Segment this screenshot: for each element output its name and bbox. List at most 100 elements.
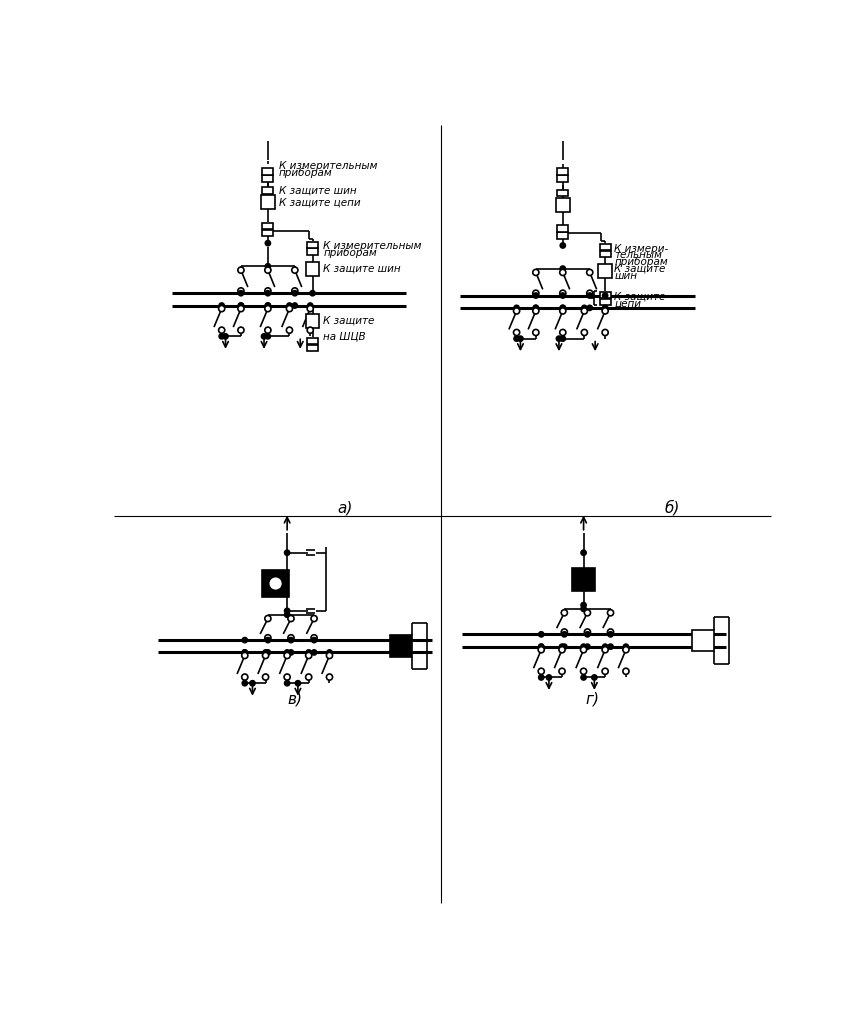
Bar [306,314,319,328]
Bar [307,249,318,255]
Circle shape [587,305,592,311]
Circle shape [562,632,567,637]
Circle shape [562,644,567,649]
Text: К защите шин: К защите шин [324,264,401,273]
Circle shape [623,644,628,649]
Text: К измерительным: К измерительным [324,242,422,252]
Bar [557,190,568,196]
Circle shape [581,675,586,680]
Text: К измери-: К измери- [614,244,669,254]
Bar [307,242,318,248]
Circle shape [560,243,565,249]
Circle shape [532,308,539,314]
Circle shape [292,267,298,273]
Bar [572,569,595,591]
Circle shape [288,615,294,622]
Circle shape [587,292,592,299]
Circle shape [587,290,593,297]
Circle shape [585,644,590,649]
Circle shape [602,644,608,649]
Bar [262,570,289,597]
Circle shape [288,635,294,641]
Circle shape [285,681,290,686]
Circle shape [243,681,248,686]
Circle shape [265,635,271,641]
Circle shape [546,675,551,680]
Circle shape [581,647,587,653]
Bar [307,344,318,351]
Bar [692,630,714,651]
Circle shape [265,650,271,655]
Circle shape [559,644,564,649]
Circle shape [584,629,590,635]
Circle shape [608,629,614,635]
Circle shape [560,336,565,341]
Circle shape [581,668,587,675]
Circle shape [518,336,523,341]
Circle shape [265,303,271,308]
Circle shape [608,609,614,615]
Circle shape [306,650,312,655]
Text: приборам: приборам [279,168,332,178]
Circle shape [238,303,243,308]
Circle shape [287,327,293,333]
Circle shape [592,675,597,680]
Circle shape [307,327,313,333]
Bar [262,187,274,194]
Circle shape [559,647,565,653]
Bar [600,244,610,250]
Circle shape [539,675,544,680]
Circle shape [307,306,313,312]
Circle shape [242,674,248,680]
Text: приборам: приборам [324,249,377,258]
Text: шин: шин [614,271,638,281]
Circle shape [608,644,614,649]
Circle shape [265,638,271,643]
Circle shape [513,336,520,341]
Circle shape [270,578,281,589]
Text: К защите: К защите [614,264,665,273]
Circle shape [312,650,317,655]
Text: К защите цепи: К защите цепи [279,198,360,207]
Circle shape [623,647,629,653]
Circle shape [602,329,608,335]
Circle shape [262,652,268,658]
Circle shape [561,629,567,635]
Circle shape [602,668,608,675]
Bar [600,299,610,305]
Circle shape [288,638,293,643]
Circle shape [285,608,290,613]
Bar [600,291,610,298]
Circle shape [287,303,293,308]
Circle shape [584,609,590,615]
Text: К защите: К защите [614,291,665,302]
Circle shape [288,650,293,655]
Text: цепи: цепи [614,299,641,309]
Circle shape [243,638,248,643]
Circle shape [560,308,566,314]
Circle shape [285,612,290,618]
Bar [390,636,412,657]
Circle shape [293,290,298,296]
Circle shape [218,306,224,312]
Text: а): а) [337,500,353,516]
Circle shape [285,550,290,555]
Bar [306,262,319,275]
Circle shape [582,308,588,314]
Text: б): б) [665,500,680,516]
Circle shape [581,644,586,649]
Circle shape [311,615,318,622]
Bar [262,168,274,174]
Circle shape [238,327,244,333]
Circle shape [306,652,312,658]
Bar [557,225,568,231]
Circle shape [533,305,539,311]
Circle shape [602,647,608,653]
Circle shape [265,240,271,246]
Circle shape [581,602,586,607]
Circle shape [265,306,271,312]
Circle shape [242,652,248,658]
Circle shape [310,290,315,296]
Circle shape [293,303,298,308]
Circle shape [539,668,545,675]
